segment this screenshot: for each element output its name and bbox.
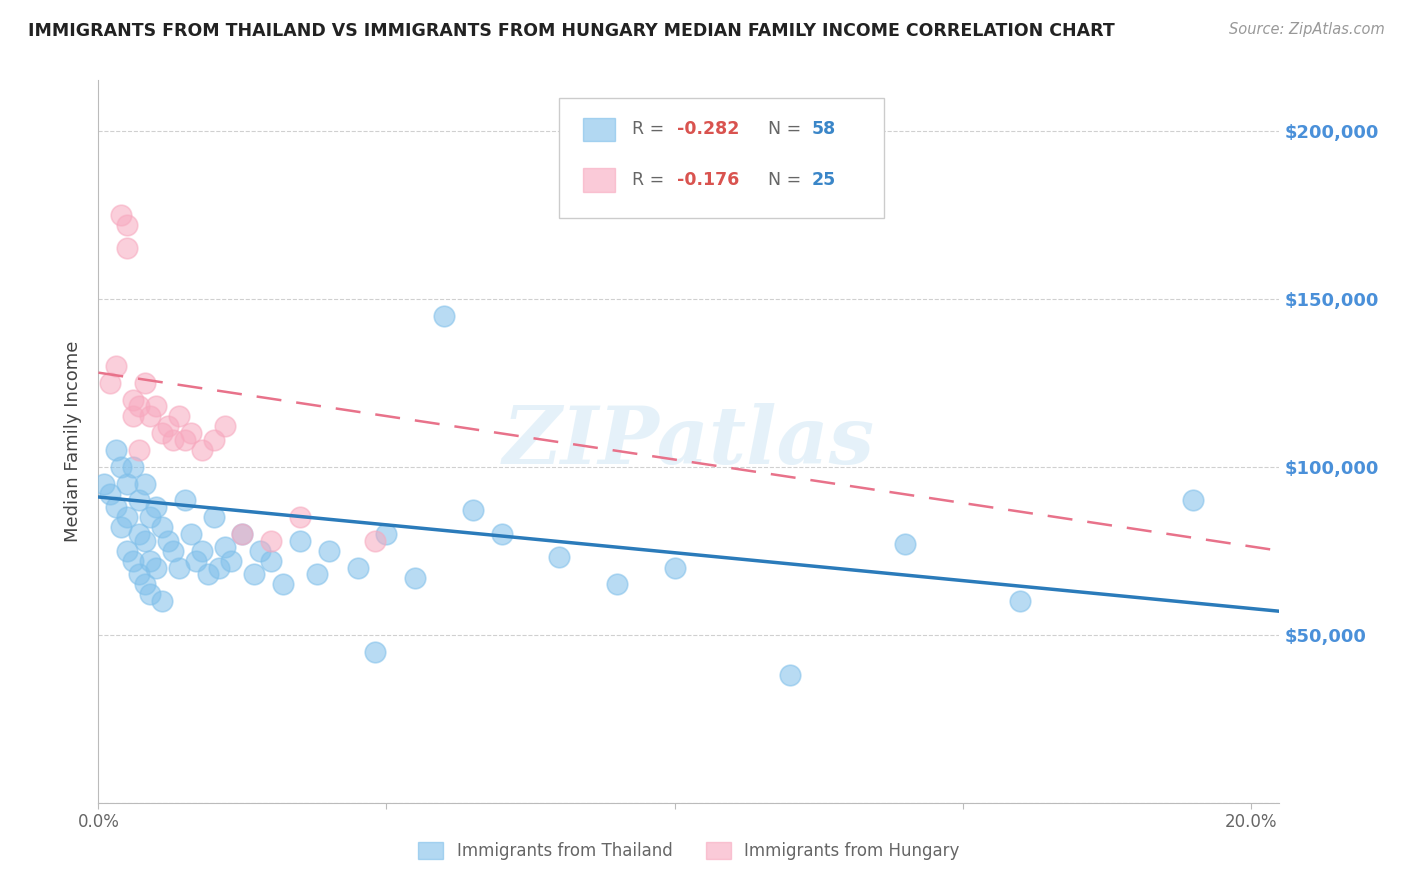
Point xyxy=(128,493,150,508)
Point xyxy=(150,426,173,441)
Point xyxy=(231,527,253,541)
Point xyxy=(548,550,571,565)
Point xyxy=(318,543,340,558)
Point xyxy=(139,587,162,601)
Point xyxy=(115,543,138,558)
Point xyxy=(364,644,387,658)
Point xyxy=(1010,594,1032,608)
Text: ZIPatlas: ZIPatlas xyxy=(503,403,875,480)
Point xyxy=(104,359,127,373)
Point xyxy=(197,567,219,582)
Point xyxy=(491,527,513,541)
Point xyxy=(156,419,179,434)
Text: R =: R = xyxy=(633,120,671,138)
Point xyxy=(191,442,214,457)
Point xyxy=(98,486,121,500)
Text: Source: ZipAtlas.com: Source: ZipAtlas.com xyxy=(1229,22,1385,37)
Point xyxy=(134,476,156,491)
Point xyxy=(186,554,208,568)
Point xyxy=(249,543,271,558)
Point xyxy=(260,533,283,548)
Point xyxy=(202,510,225,524)
Point xyxy=(173,433,195,447)
Point xyxy=(145,500,167,514)
Point xyxy=(128,567,150,582)
Point xyxy=(231,527,253,541)
Y-axis label: Median Family Income: Median Family Income xyxy=(65,341,83,542)
Point xyxy=(139,409,162,424)
Point xyxy=(139,554,162,568)
Point xyxy=(115,510,138,524)
Point xyxy=(364,533,387,548)
Text: IMMIGRANTS FROM THAILAND VS IMMIGRANTS FROM HUNGARY MEDIAN FAMILY INCOME CORRELA: IMMIGRANTS FROM THAILAND VS IMMIGRANTS F… xyxy=(28,22,1115,40)
Point xyxy=(664,560,686,574)
FancyBboxPatch shape xyxy=(582,118,614,141)
Point xyxy=(375,527,398,541)
Point xyxy=(128,399,150,413)
Point xyxy=(288,533,311,548)
FancyBboxPatch shape xyxy=(560,98,884,218)
Point xyxy=(167,409,190,424)
Point xyxy=(433,309,456,323)
Point xyxy=(606,577,628,591)
Point xyxy=(110,459,132,474)
Point xyxy=(115,241,138,255)
Point xyxy=(404,571,426,585)
Point xyxy=(219,554,242,568)
Point xyxy=(191,543,214,558)
Point xyxy=(461,503,484,517)
Point xyxy=(115,218,138,232)
Point xyxy=(122,459,145,474)
Point xyxy=(180,527,202,541)
Point xyxy=(307,567,329,582)
Point xyxy=(162,433,184,447)
Legend: Immigrants from Thailand, Immigrants from Hungary: Immigrants from Thailand, Immigrants fro… xyxy=(412,835,966,867)
Text: R =: R = xyxy=(633,171,671,189)
Point xyxy=(180,426,202,441)
Point xyxy=(167,560,190,574)
Text: 58: 58 xyxy=(811,120,837,138)
Point xyxy=(202,433,225,447)
Point xyxy=(139,510,162,524)
Text: -0.282: -0.282 xyxy=(678,120,740,138)
Point xyxy=(104,442,127,457)
Point xyxy=(110,520,132,534)
Point xyxy=(93,476,115,491)
Point xyxy=(214,541,236,555)
Point xyxy=(271,577,294,591)
Point xyxy=(1182,493,1205,508)
Point xyxy=(150,520,173,534)
Point xyxy=(122,409,145,424)
Point xyxy=(243,567,266,582)
Point xyxy=(122,554,145,568)
Text: N =: N = xyxy=(768,120,807,138)
Point xyxy=(110,208,132,222)
Point xyxy=(128,527,150,541)
Point xyxy=(208,560,231,574)
Point xyxy=(134,577,156,591)
FancyBboxPatch shape xyxy=(582,169,614,192)
Point xyxy=(150,594,173,608)
Point xyxy=(134,376,156,390)
Text: -0.176: -0.176 xyxy=(678,171,740,189)
Point xyxy=(145,399,167,413)
Point xyxy=(128,442,150,457)
Point xyxy=(260,554,283,568)
Text: 25: 25 xyxy=(811,171,837,189)
Point xyxy=(122,392,145,407)
Point xyxy=(288,510,311,524)
Point xyxy=(115,476,138,491)
Point xyxy=(156,533,179,548)
Point xyxy=(214,419,236,434)
Point xyxy=(98,376,121,390)
Point xyxy=(346,560,368,574)
Point xyxy=(894,537,917,551)
Point xyxy=(145,560,167,574)
Point xyxy=(173,493,195,508)
Text: N =: N = xyxy=(768,171,807,189)
Point xyxy=(134,533,156,548)
Point xyxy=(779,668,801,682)
Point xyxy=(162,543,184,558)
Point xyxy=(104,500,127,514)
